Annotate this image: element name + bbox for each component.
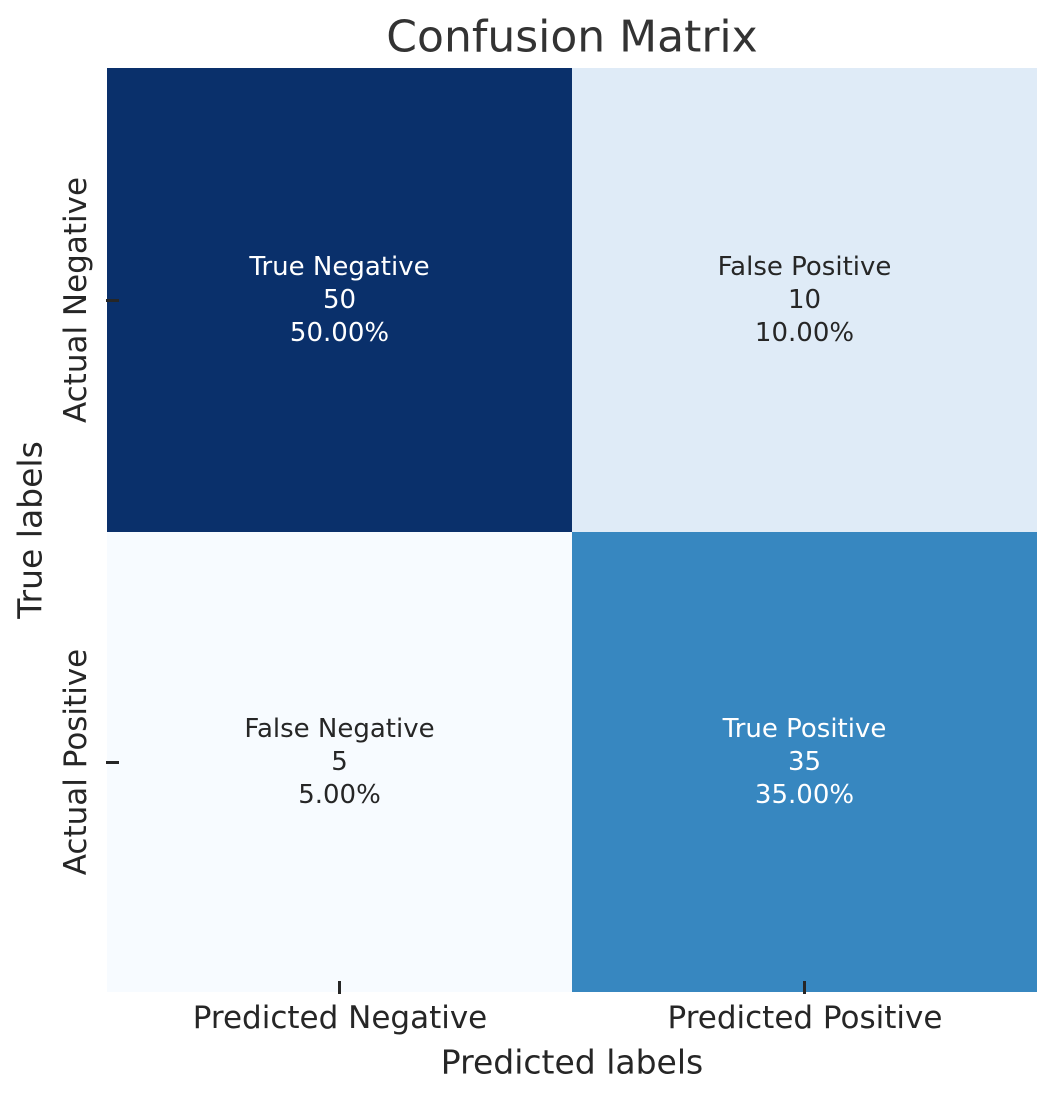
y-tick-mark — [106, 761, 119, 764]
cell-percent: 10.00% — [754, 317, 855, 348]
cell-label: False Negative — [244, 713, 435, 744]
y-axis-label: True labels — [10, 441, 50, 619]
cell-value: 35 — [787, 746, 822, 777]
cell-label: False Positive — [717, 251, 892, 282]
y-tick-label-actual-positive: Actual Positive — [58, 648, 94, 876]
cell-value: 50 — [322, 284, 357, 315]
chart-title: Confusion Matrix — [386, 11, 758, 63]
cell-percent: 35.00% — [754, 779, 855, 810]
y-tick-label-actual-negative: Actual Negative — [58, 176, 94, 424]
cell-percent: 50.00% — [289, 317, 390, 348]
cell-false-negative: False Negative 5 5.00% — [107, 532, 572, 992]
cell-value: 5 — [331, 746, 348, 777]
cell-label: True Positive — [722, 713, 887, 744]
cell-true-negative: True Negative 50 50.00% — [107, 68, 572, 532]
cell-value: 10 — [787, 284, 822, 315]
cell-label: True Negative — [249, 251, 430, 282]
cell-percent: 5.00% — [298, 779, 381, 810]
x-axis-label: Predicted labels — [440, 1042, 704, 1082]
x-tick-label-predicted-negative: Predicted Negative — [192, 1000, 488, 1036]
y-tick-mark — [106, 299, 119, 302]
x-tick-mark — [338, 981, 341, 994]
cell-true-positive: True Positive 35 35.00% — [572, 532, 1037, 992]
x-tick-mark — [803, 981, 806, 994]
cell-false-positive: False Positive 10 10.00% — [572, 68, 1037, 532]
heatmap-plot: True Negative 50 50.00% False Positive 1… — [107, 68, 1037, 992]
x-tick-label-predicted-positive: Predicted Positive — [667, 1000, 943, 1036]
